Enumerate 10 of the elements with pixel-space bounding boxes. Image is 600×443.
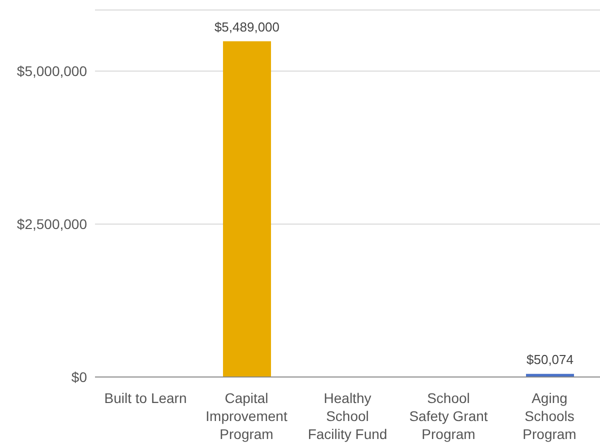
x-tick-label: Capital Improvement Program (206, 390, 288, 442)
y-tick-label: $2,500,000 (16, 216, 88, 232)
data-label: $5,489,000 (214, 19, 280, 34)
y-tick-label: $5,000,000 (16, 63, 88, 80)
x-tick-label: Healthy School Facility Fund (308, 390, 388, 442)
x-tick-label: Aging Schools Program (522, 390, 576, 442)
data-label: $50,074 (526, 352, 574, 367)
x-tick-label: Built to Learn (104, 390, 187, 406)
y-tick-label: $0 (71, 368, 88, 385)
x-tick-label: School Safety Grant Program (409, 390, 488, 442)
